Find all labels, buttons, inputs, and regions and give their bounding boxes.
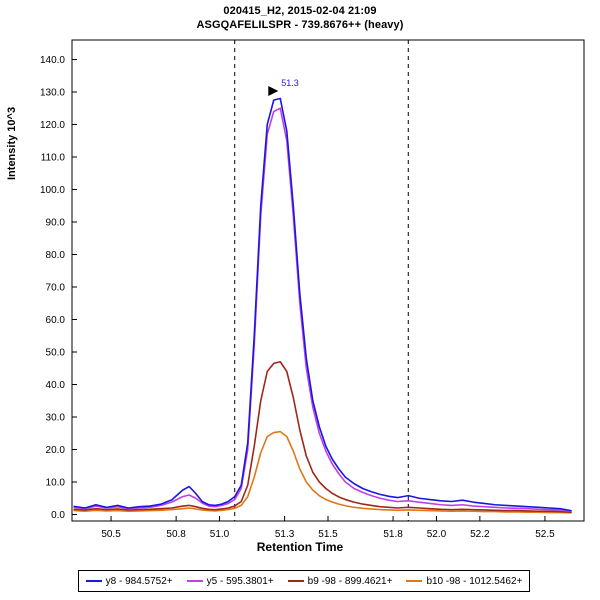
series-line[interactable] bbox=[73, 107, 572, 513]
legend-label-y8: y8 - 984.5752+ bbox=[105, 575, 173, 587]
x-tick-label: 52.5 bbox=[535, 529, 555, 540]
series-line[interactable] bbox=[73, 430, 572, 514]
y-tick-label: 110.0 bbox=[41, 153, 66, 164]
series-line[interactable] bbox=[73, 97, 572, 512]
peak-marker-icon[interactable] bbox=[268, 86, 279, 96]
legend-swatch-b9 bbox=[287, 580, 304, 582]
legend-item-y8[interactable]: y8 - 984.5752+ bbox=[85, 575, 173, 587]
legend-item-b10[interactable]: b10 -98 - 1012.5462+ bbox=[406, 576, 522, 587]
y-tick-label: 20.0 bbox=[46, 445, 66, 456]
x-tick-label: 51.5 bbox=[318, 529, 338, 540]
y-tick-label: 40.0 bbox=[46, 380, 66, 391]
title-line-1: 020415_H2, 2015-02-04 21:09 bbox=[223, 5, 377, 17]
y-tick-label: 90.0 bbox=[46, 218, 66, 229]
y-tick-label: 50.0 bbox=[46, 348, 66, 359]
legend-swatch-y5 bbox=[186, 580, 203, 582]
y-tick-label: 120.0 bbox=[40, 120, 65, 131]
chart-title: 020415_H2, 2015-02-04 21:09 ASGQAFELILSP… bbox=[0, 4, 600, 32]
y-tick-label: 100.0 bbox=[40, 185, 65, 196]
series-line[interactable] bbox=[73, 360, 572, 514]
y-tick-label: 70.0 bbox=[46, 283, 66, 294]
y-tick-label: 140.0 bbox=[40, 55, 65, 66]
legend-item-y5[interactable]: y5 - 595.3801+ bbox=[186, 575, 274, 587]
peak-retention-time-label: 51.3 bbox=[281, 78, 299, 88]
x-axis-label: Retention Time bbox=[256, 540, 344, 554]
y-tick-label: 130.0 bbox=[40, 88, 65, 99]
legend-swatch-b10 bbox=[406, 580, 423, 582]
chart-legend[interactable]: y8 - 984.5752+ y5 - 595.3801+ b9 -98 - 8… bbox=[78, 570, 530, 592]
x-tick-label: 52.2 bbox=[470, 529, 490, 540]
x-tick-label: 51.8 bbox=[383, 529, 403, 540]
x-tick-label: 51.0 bbox=[210, 529, 230, 540]
y-tick-label: 60.0 bbox=[46, 315, 66, 326]
legend-swatch-y8 bbox=[85, 580, 102, 582]
x-tick-label: 50.5 bbox=[101, 529, 121, 540]
legend-label-b10: b10 -98 - 1012.5462+ bbox=[426, 575, 523, 587]
legend-item-b9[interactable]: b9 -98 - 899.4621+ bbox=[287, 575, 393, 587]
y-tick-label: 0.0 bbox=[51, 510, 65, 521]
x-tick-label: 50.8 bbox=[166, 529, 186, 540]
x-tick-label: 51.3 bbox=[275, 529, 295, 540]
y-tick-label: 30.0 bbox=[46, 413, 66, 424]
x-tick-label: 52.0 bbox=[427, 529, 447, 540]
title-line-2: ASGQAFELILSPR - 739.8676++ (heavy) bbox=[196, 19, 404, 31]
y-tick-label: 10.0 bbox=[46, 478, 66, 489]
y-tick-label: 80.0 bbox=[46, 250, 66, 261]
legend-label-b9: b9 -98 - 899.4621+ bbox=[307, 575, 393, 587]
legend-label-y5: y5 - 595.3801+ bbox=[206, 575, 274, 587]
